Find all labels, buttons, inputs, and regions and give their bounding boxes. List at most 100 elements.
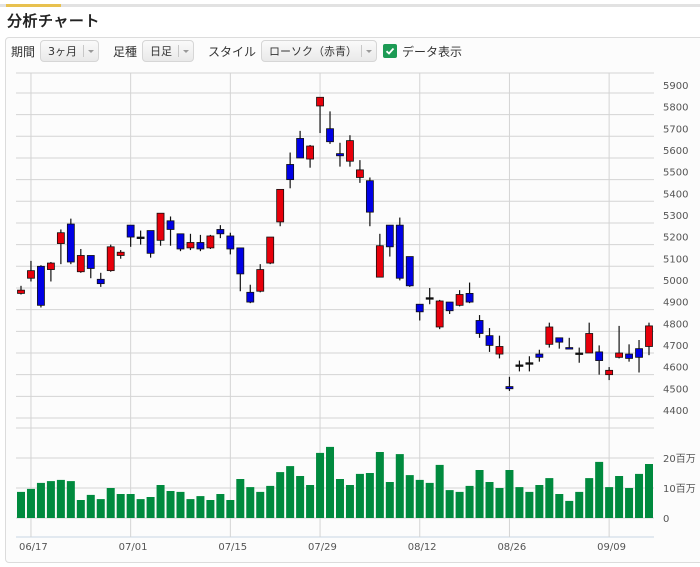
volume-bar	[605, 487, 614, 518]
volume-bar	[575, 491, 584, 518]
candle-body	[425, 297, 434, 300]
candle-body	[545, 326, 554, 345]
volume-bar	[236, 479, 245, 518]
candle-body	[346, 140, 354, 162]
volume-tick-label: 10百万	[663, 483, 696, 495]
volume-bar	[505, 470, 514, 518]
chevron-down-icon	[88, 49, 95, 53]
volume-bar	[136, 499, 145, 518]
candle-body	[455, 294, 464, 306]
candle-body	[136, 236, 145, 239]
volume-bar	[365, 473, 374, 518]
y-tick-label: 5700	[663, 124, 688, 135]
candle-body	[166, 220, 175, 230]
volume-bar	[375, 452, 384, 518]
volume-bar	[585, 478, 594, 518]
volume-bar	[595, 461, 604, 518]
candle-body	[375, 245, 384, 278]
x-tick-label: 09/09	[597, 542, 626, 553]
candle-body	[176, 233, 185, 250]
volume-bar	[445, 490, 454, 518]
volume-bar	[385, 482, 394, 518]
volume-bar	[485, 482, 494, 518]
candle-body	[405, 256, 414, 287]
y-tick-label: 5000	[663, 276, 688, 287]
volume-bar	[156, 485, 165, 518]
candle-body	[27, 270, 35, 279]
volume-bar	[306, 485, 315, 518]
period-value: 3ヶ月	[48, 45, 78, 58]
chevron-down-icon	[366, 49, 373, 53]
candle-body	[246, 291, 255, 303]
candle-body	[326, 128, 334, 143]
volume-bar	[116, 494, 125, 518]
chevron-down-icon	[183, 49, 190, 53]
x-tick-label: 07/29	[308, 542, 337, 553]
candle-body	[625, 353, 633, 359]
volume-bar	[196, 496, 205, 518]
show-data-checkbox[interactable]	[383, 44, 398, 58]
candle-body	[216, 229, 225, 235]
x-tick-label: 06/17	[19, 542, 48, 553]
candle-body	[266, 236, 275, 264]
volume-bar	[345, 485, 354, 518]
x-tick-label: 07/15	[218, 542, 247, 553]
dropdown-separator	[178, 45, 180, 57]
top-progress-bar	[0, 4, 700, 7]
volume-bar	[56, 479, 65, 518]
candle-body	[56, 232, 65, 244]
candle-body	[236, 247, 245, 275]
top-accent	[6, 4, 61, 7]
period-dropdown[interactable]: 3ヶ月	[40, 40, 100, 62]
x-tick-label: 07/01	[119, 542, 148, 553]
volume-bar	[405, 475, 414, 518]
candle-body	[86, 255, 95, 269]
chart-panel	[5, 37, 700, 563]
candle-body	[296, 138, 305, 159]
volume-bar	[186, 499, 195, 518]
volume-bar	[615, 476, 624, 518]
y-tick-label: 4700	[663, 341, 688, 352]
volume-bar	[26, 488, 35, 518]
volume-bar	[625, 488, 634, 518]
volume-tick-label: 20百万	[663, 453, 696, 465]
candle-body	[465, 292, 474, 303]
candle-body	[316, 96, 324, 107]
volume-bar	[86, 494, 95, 518]
candle-body	[575, 352, 584, 355]
candle-body	[525, 362, 534, 365]
style-dropdown[interactable]: ローソク（赤青）	[261, 40, 378, 62]
y-tick-label: 5800	[663, 103, 688, 114]
checkmark-icon	[385, 47, 395, 55]
volume-bar	[395, 454, 404, 518]
candle-body	[635, 348, 643, 358]
volume-bar	[256, 491, 265, 518]
candle-body	[615, 352, 623, 358]
dropdown-separator	[361, 45, 363, 57]
volume-bar	[246, 487, 255, 518]
candle-body	[535, 353, 544, 358]
volume-bar	[226, 500, 235, 518]
candle-body	[306, 145, 314, 160]
bar-type-dropdown[interactable]: 日足	[142, 40, 195, 62]
volume-bar	[36, 482, 45, 518]
volume-bar	[465, 485, 474, 518]
volume-bar	[286, 466, 295, 518]
candle-body	[505, 386, 514, 390]
candle-body	[116, 251, 125, 256]
volume-bar	[266, 485, 275, 518]
volume-tick-label: 0	[663, 514, 669, 525]
y-tick-label: 5500	[663, 168, 688, 179]
candle-body	[66, 223, 75, 263]
volume-bar	[415, 479, 424, 518]
volume-bar	[206, 500, 215, 518]
candle-body	[475, 320, 484, 334]
candle-body	[96, 278, 105, 285]
y-tick-label: 5400	[663, 189, 688, 200]
candle-body	[276, 188, 285, 223]
y-tick-label: 5100	[663, 254, 688, 265]
volume-bar	[76, 500, 85, 518]
candle-body	[365, 180, 374, 213]
volume-bar	[555, 494, 564, 518]
